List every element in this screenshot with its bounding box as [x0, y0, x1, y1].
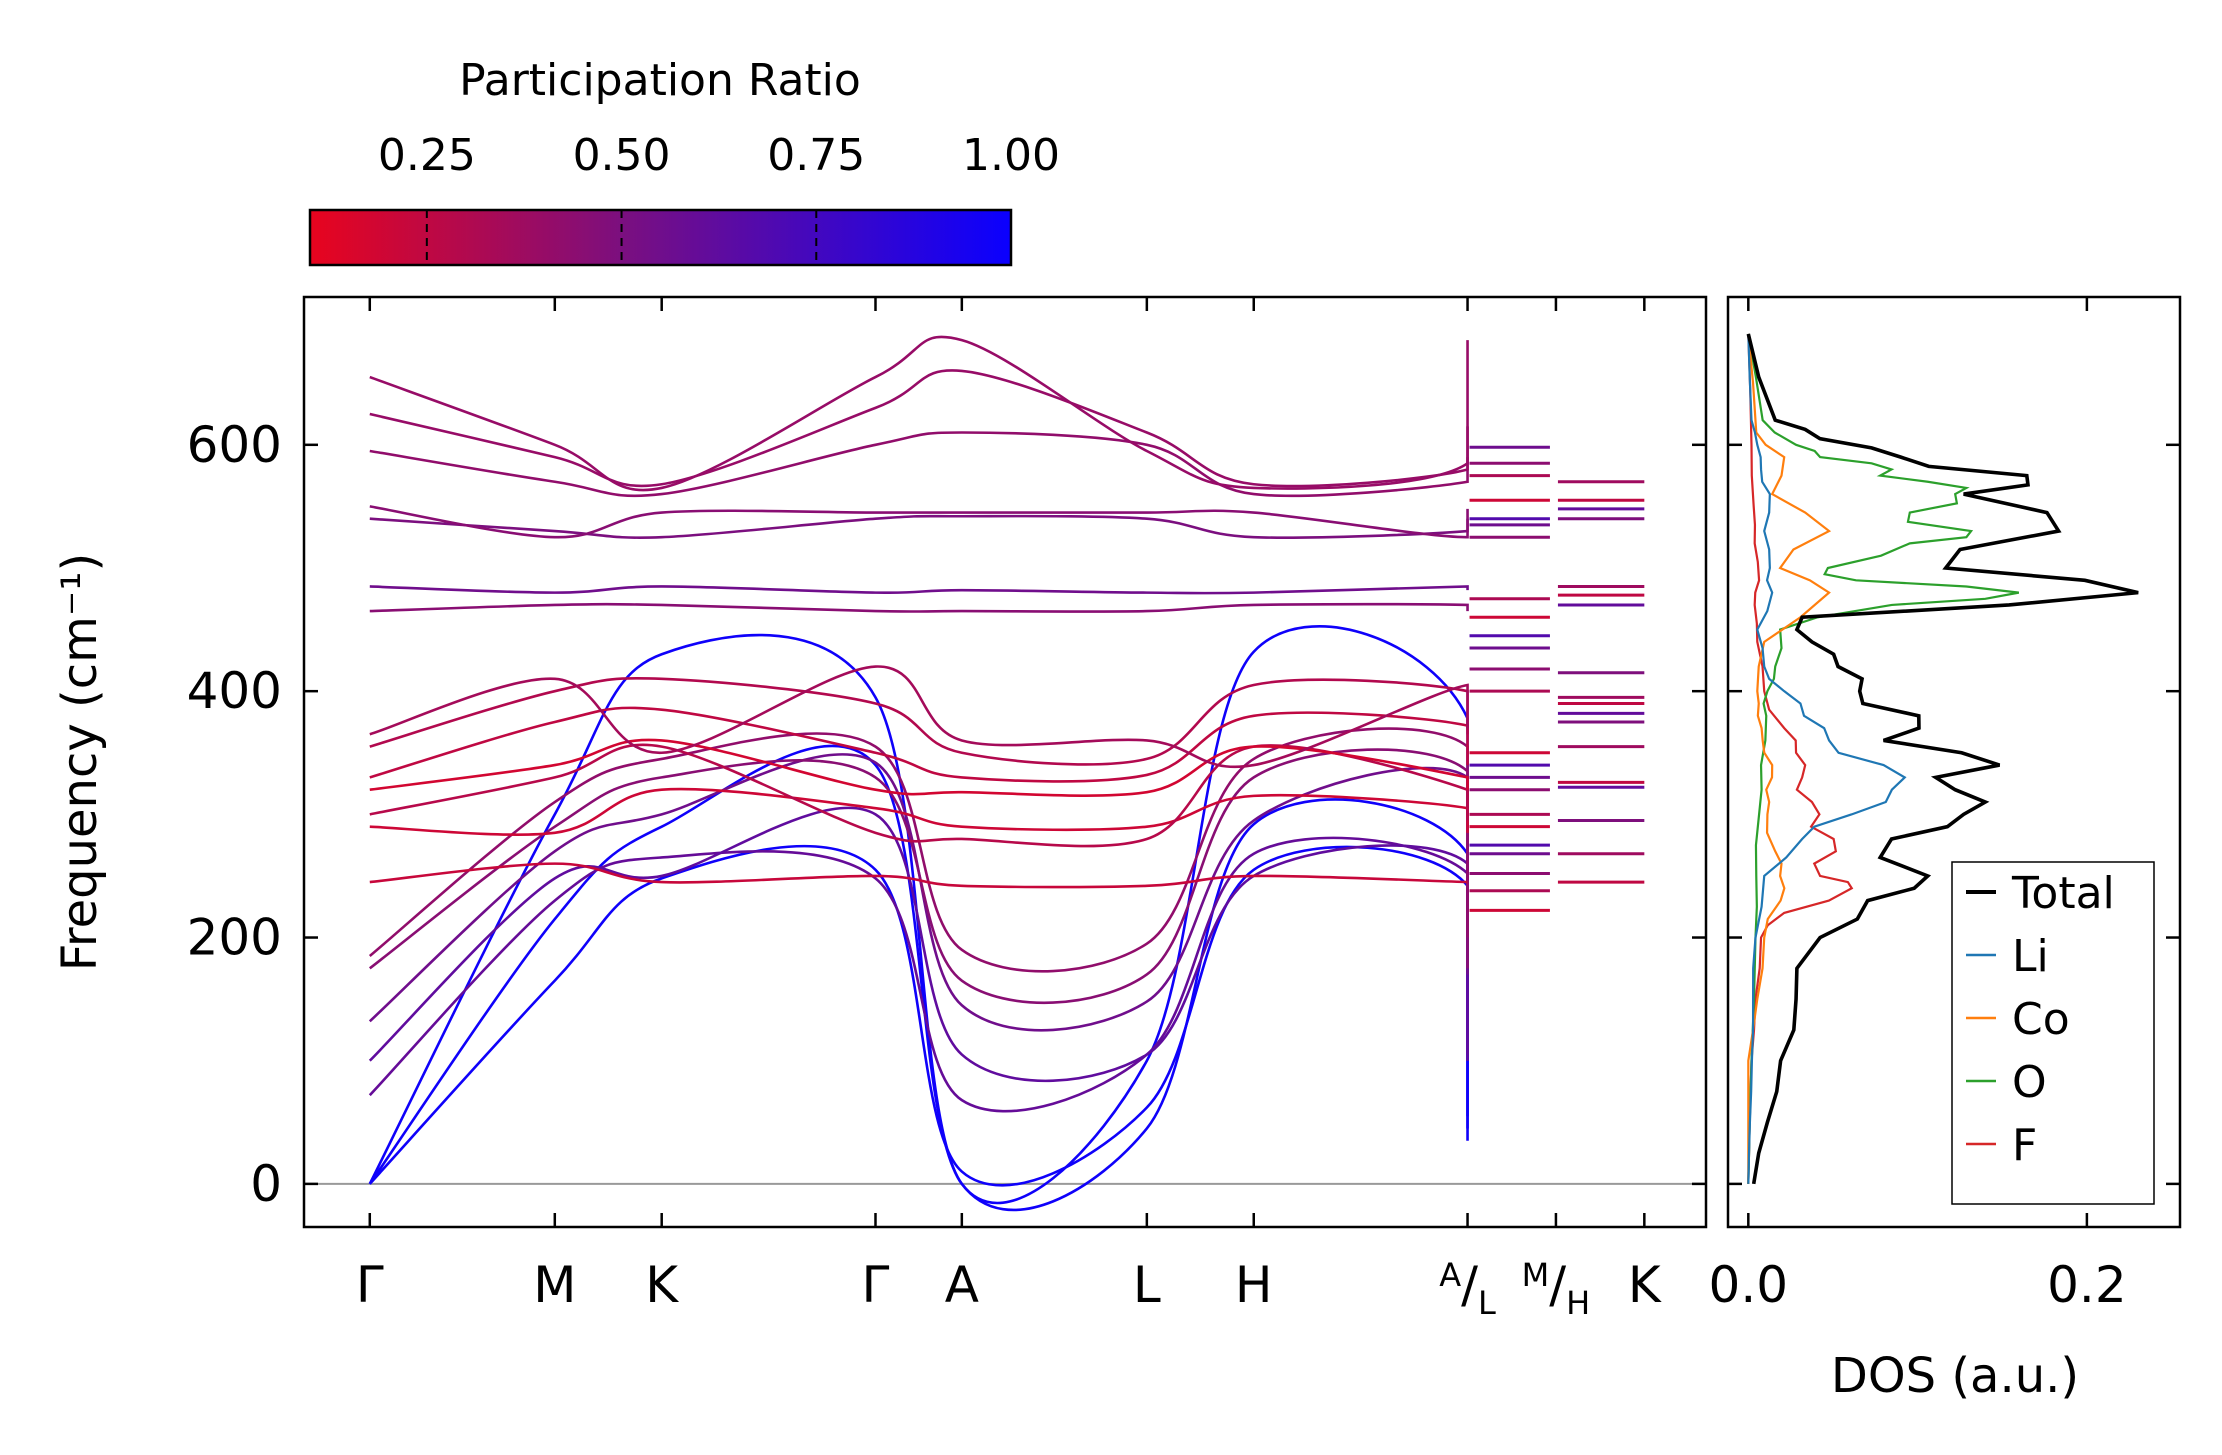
colorbar-tick-label: 0.50: [573, 130, 671, 181]
colorbar: Participation Ratio 0.25 0.50 0.75 1.00: [308, 55, 1060, 267]
band-line: [369, 514, 1469, 539]
y-tick-label: 600: [187, 416, 282, 474]
colorbar-gradient: [308, 208, 1013, 267]
band-plot-frame: [302, 295, 1708, 1229]
legend-frame: [1951, 861, 2155, 1205]
band-line: [368, 744, 1469, 1212]
legend-label-co: Co: [2012, 994, 2070, 1045]
y-tick-label: 400: [187, 662, 282, 720]
dos-axes: 0.0 0.2 DOS (a.u.) Total Li Co OF: [1709, 295, 2182, 1404]
legend-label-total: Total: [2011, 868, 2115, 919]
band-line: [368, 748, 1469, 1005]
colorbar-tick-label: 0.25: [378, 130, 476, 181]
dos-line-co: [1747, 333, 1832, 1184]
x-tick-label: K: [1628, 1256, 1662, 1314]
band-line: [369, 585, 1469, 595]
band-line: [369, 369, 1469, 488]
band-line: [368, 806, 1469, 1083]
band-line: [369, 602, 1469, 613]
band-line: [369, 335, 1469, 492]
x-tick-label: L: [1133, 1256, 1161, 1314]
dos-line-f: [1747, 333, 1854, 1184]
colorbar-label: Participation Ratio: [459, 55, 861, 106]
x-tick-label: Γ: [862, 1256, 890, 1314]
band-line: [369, 676, 1469, 766]
band-line: [369, 862, 1468, 889]
x-tick-label: H: [1235, 1256, 1273, 1314]
band-line: [369, 505, 1469, 539]
legend-label-li: Li: [2012, 931, 2049, 982]
y-tick-label: 200: [187, 909, 282, 967]
band-line: [369, 431, 1469, 498]
dos-plot-frame: [1726, 295, 2182, 1229]
y-axis-label: Frequency (cm⁻¹): [52, 553, 108, 971]
x-tick-label: M: [533, 1256, 576, 1314]
legend-label-o: O: [2012, 1057, 2047, 1108]
band-line: [368, 753, 1469, 1032]
x-tick-label: Γ: [356, 1256, 384, 1314]
dos-line-total: [1746, 333, 2139, 1185]
x-tick-label-split: A/L: [1439, 1256, 1496, 1322]
band-line: [369, 738, 1469, 797]
dos-line-li: [1747, 333, 1907, 1184]
x-tick-label: A: [945, 1256, 979, 1314]
band-line: [368, 727, 1469, 973]
dos-line-o: [1747, 333, 2020, 1184]
legend-label-f: F: [2012, 1120, 2037, 1171]
dos-legend: Total Li Co OF: [1951, 861, 2155, 1205]
x-tick-label-split: M/H: [1522, 1256, 1591, 1322]
x-tick-label: K: [645, 1256, 679, 1314]
band-line: [369, 706, 1469, 783]
dos-x-tick-label: 0.2: [2047, 1256, 2127, 1314]
dos-x-tick-label: 0.0: [1709, 1256, 1789, 1314]
dos-x-axis-label: DOS (a.u.): [1831, 1348, 2079, 1404]
colorbar-tick-label: 0.75: [767, 130, 865, 181]
band-line: [368, 844, 1469, 1187]
band-line: [369, 665, 1469, 769]
band-line: [369, 787, 1469, 836]
colorbar-tick-label: 1.00: [962, 130, 1060, 181]
band-line: [368, 836, 1469, 1113]
y-tick-label: 0: [250, 1155, 282, 1213]
